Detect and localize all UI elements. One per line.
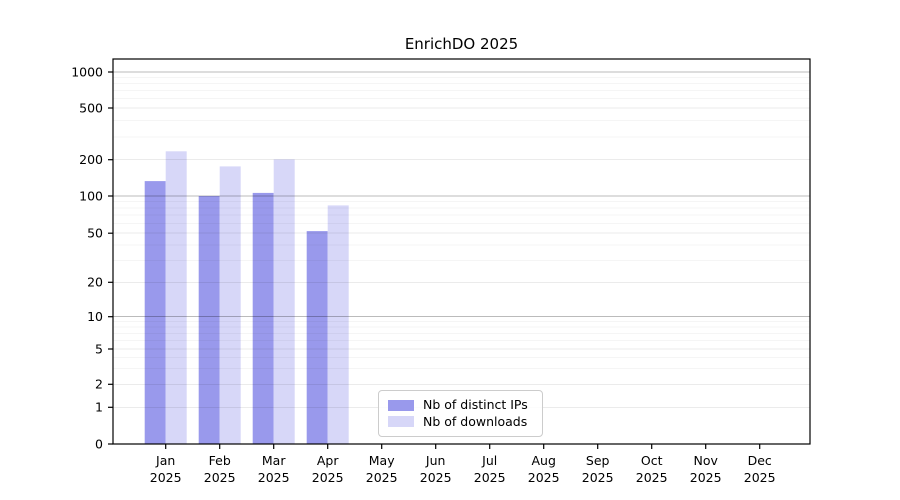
x-tick-label: Sep 2025 [582,453,614,485]
bar-distinct-ips-jan [144,181,166,444]
y-tick-label: 1 [95,400,103,415]
bar-distinct-ips-apr [306,231,328,444]
axis-labels: 0 1 2 5 10 20 50 100 200 500 1000 Jan 2025 Feb 2025 Mar… [71,64,775,485]
y-tick-label: 200 [79,152,103,167]
y-tick-label: 1000 [71,64,103,79]
legend-item-downloads: Nb of downloads [388,413,533,429]
x-tick-label: Jan 2025 [150,453,182,485]
y-tick-label: 50 [87,226,103,241]
x-tick-label: Aug 2025 [528,453,560,485]
legend-swatch-distinct-ips [388,399,414,411]
legend-swatch-downloads [388,416,414,428]
y-tick-label: 0 [95,436,103,451]
x-tick-label: Jun 2025 [420,453,452,485]
legend-label-downloads: Nb of downloads [423,413,528,429]
x-tick-label: Feb 2025 [204,453,236,485]
bar-downloads-feb [219,166,241,444]
x-tick-label: Dec 2025 [744,453,776,485]
legend: Nb of distinct IPs Nb of downloads [378,390,543,437]
x-tick-label: Nov 2025 [690,453,722,485]
x-tick-label: May 2025 [366,453,398,485]
bar-distinct-ips-mar [252,192,274,444]
y-tick-label: 100 [79,188,103,203]
y-tick-label: 500 [79,100,103,115]
y-tick-label: 20 [87,275,103,290]
y-tick-label: 2 [95,377,103,392]
bars-group [144,151,349,445]
x-tick-label: Oct 2025 [636,453,668,485]
bar-downloads-jan [165,151,187,445]
legend-label-distinct-ips: Nb of distinct IPs [423,397,528,412]
legend-item-distinct-ips: Nb of distinct IPs [388,397,533,412]
y-tick-label: 5 [95,341,103,356]
plot-frame [112,58,811,445]
bar-distinct-ips-feb [198,196,220,444]
bar-downloads-apr [327,205,349,444]
axis-ticks [108,71,761,449]
x-tick-label: Jul 2025 [474,453,506,485]
bar-downloads-mar [273,159,295,444]
y-tick-label: 10 [87,309,103,324]
gridlines [113,71,810,408]
x-tick-label: Mar 2025 [258,453,290,485]
chart-title: EnrichDO 2025 [404,35,519,53]
x-tick-label: Apr 2025 [312,453,344,485]
